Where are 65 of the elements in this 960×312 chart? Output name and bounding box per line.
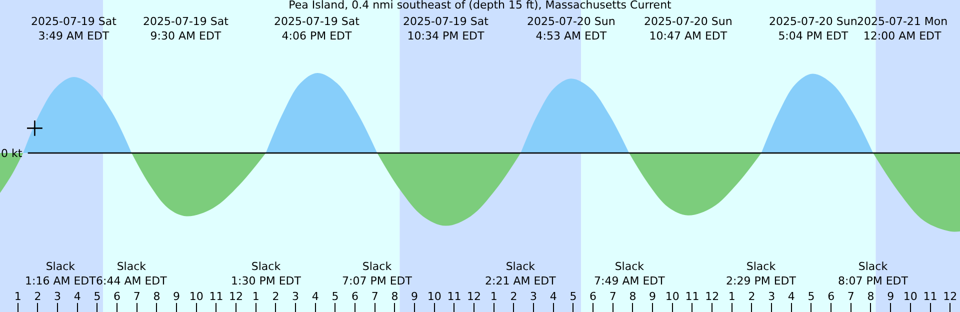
x-tick-label: 8 [391, 290, 398, 303]
x-tick-label: 1 [14, 290, 22, 303]
text: 2025-07-19 Sat 9:30 AM EDT [143, 15, 230, 42]
text: Slack 7:49 AM EDT [594, 260, 666, 288]
x-tick-label: 3 [54, 290, 62, 303]
x-tick-label: 9 [173, 290, 180, 303]
x-tick-label: 7 [609, 290, 616, 303]
x-tick-label: 2 [272, 290, 280, 303]
x-tick-label: 11 [685, 290, 700, 303]
x-tick-label: 9 [887, 290, 894, 303]
x-tick-label: 6 [590, 290, 597, 303]
x-tick-label: 6 [114, 290, 121, 303]
x-tick-label: 11 [209, 290, 224, 303]
x-tick-label: 12 [467, 290, 482, 303]
text: 2025-07-20 Sun 10:47 AM EDT [644, 15, 732, 42]
x-tick-label: 2 [34, 290, 42, 303]
text: Slack 2:29 PM EDT [726, 260, 796, 288]
x-tick-label: 5 [570, 290, 577, 303]
x-tick-label: 3 [768, 290, 776, 303]
x-tick-label: 9 [649, 290, 656, 303]
x-tick-label: 11 [447, 290, 462, 303]
x-tick-label: 6 [352, 290, 359, 303]
text: Slack 1:30 PM EDT [231, 260, 302, 288]
x-tick-label: 7 [371, 290, 378, 303]
x-tick-label: 9 [411, 290, 418, 303]
x-tick-label: 3 [530, 290, 538, 303]
chart-title: Pea Island, 0.4 nmi southeast of (depth 15 ft), Massachusetts Current [288, 0, 672, 12]
x-tick-label: 7 [133, 290, 140, 303]
x-tick-label: 5 [94, 290, 101, 303]
x-tick-label: 8 [153, 290, 160, 303]
x-tick-label: 5 [808, 290, 815, 303]
x-tick-label: 10 [189, 290, 204, 303]
x-tick-label: 8 [867, 290, 874, 303]
text: Slack 6:44 AM EDT [96, 260, 168, 288]
x-tick-label: 1 [728, 290, 736, 303]
x-tick-label: 1 [252, 290, 260, 303]
x-tick-label: 2 [748, 290, 756, 303]
x-tick-label: 8 [629, 290, 636, 303]
text: Slack 2:21 AM EDT [485, 260, 556, 288]
x-tick-label: 5 [332, 290, 339, 303]
x-tick-label: 6 [828, 290, 835, 303]
x-tick-label: 4 [312, 290, 319, 303]
text: Slack 7:07 PM EDT [342, 260, 412, 288]
x-tick-label: 1 [490, 290, 498, 303]
x-tick-label: 4 [550, 290, 557, 303]
x-tick-label: 11 [923, 290, 938, 303]
x-tick-label: 12 [229, 290, 244, 303]
x-tick-label: 4 [74, 290, 81, 303]
x-tick-label: 3 [292, 290, 300, 303]
text: 2025-07-20 Sun 4:53 AM EDT [527, 15, 616, 42]
x-tick-label: 7 [847, 290, 854, 303]
text: 2025-07-19 Sat 3:49 AM EDT [31, 15, 118, 42]
x-tick-label: 10 [903, 290, 918, 303]
text: Slack 1:16 AM EDT [25, 260, 96, 288]
text: 2025-07-21 Mon 12:00 AM EDT [857, 15, 948, 42]
text: 2025-07-20 Sun 5:04 PM EDT [769, 15, 858, 42]
x-tick-label: 2 [510, 290, 518, 303]
text: 2025-07-19 Sat 10:34 PM EDT [403, 15, 490, 42]
text: 2025-07-19 Sat 4:06 PM EDT [274, 15, 360, 42]
x-tick-label: 10 [427, 290, 442, 303]
x-tick-label: 12 [943, 290, 958, 303]
x-tick-label: 12 [705, 290, 720, 303]
x-tick-label: 10 [665, 290, 680, 303]
text: Slack 8:07 PM EDT [838, 260, 908, 288]
x-tick-label: 4 [788, 290, 795, 303]
